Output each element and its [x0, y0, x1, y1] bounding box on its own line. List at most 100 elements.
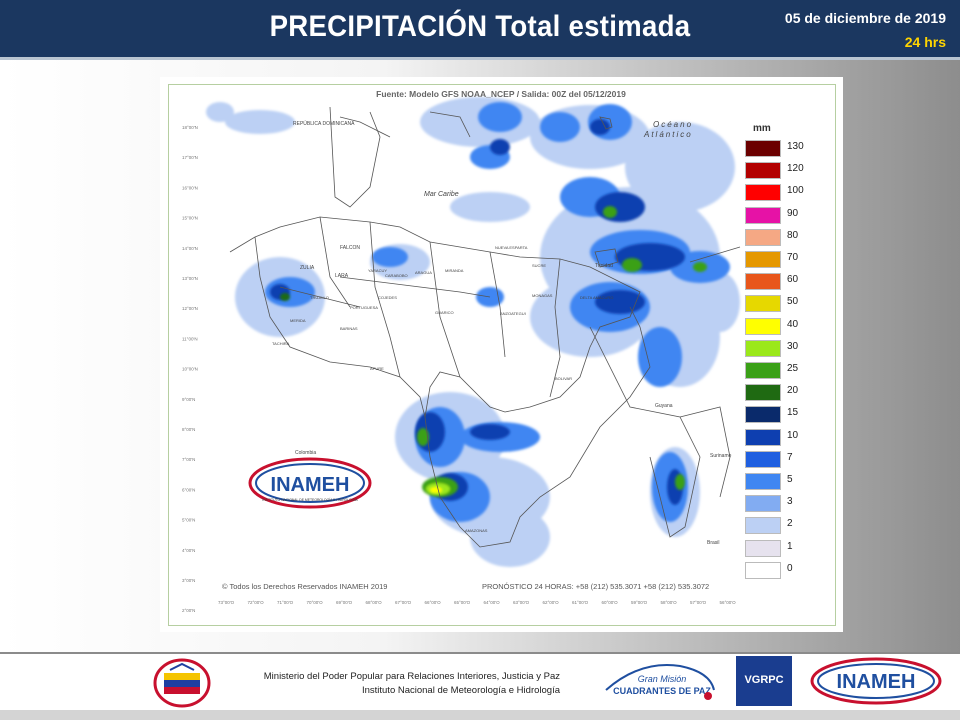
- legend-swatch: [745, 539, 781, 557]
- legend-label: 20: [787, 385, 799, 397]
- label-brasil: Brasil: [707, 540, 720, 546]
- lat-tick-label: 17°00'N: [182, 155, 198, 160]
- footer: Ministerio del Poder Popular para Relaci…: [0, 654, 960, 710]
- legend-item: 3: [743, 492, 833, 514]
- legend-item: 25: [743, 359, 833, 381]
- label-yaracuy: YARACUY: [368, 268, 387, 273]
- legend-label: 10: [787, 429, 799, 441]
- legend-item: 100: [743, 181, 833, 203]
- legend-swatch: [745, 428, 781, 446]
- legend-label: 130: [787, 141, 804, 152]
- lat-ticks: 18°00'N 17°00'N 16°00'N 15°00'N 14°00'N 13°00…: [182, 125, 198, 613]
- label-zulia: ZULIA: [300, 265, 315, 271]
- lat-tick-label: 3°00'N: [182, 578, 195, 583]
- legend-unit: mm: [753, 123, 771, 134]
- legend-swatch: [745, 450, 781, 468]
- lat-tick-label: 16°00'N: [182, 185, 198, 190]
- lon-tick-label: 72°00'O: [248, 600, 265, 605]
- label-nueva-esparta: NUEVA ESPARTA: [495, 245, 528, 250]
- legend-label: 25: [787, 363, 799, 374]
- label-dominicana: REPÚBLICA DOMINICANA: [293, 120, 355, 127]
- label-tachira: TACHIRA: [272, 341, 290, 346]
- label-trujillo: TRUJILLO: [310, 295, 329, 300]
- legend-item: 20: [743, 381, 833, 403]
- label-anzoategui: ANZOATEGUI: [500, 311, 526, 316]
- legend-swatch: [745, 317, 781, 335]
- footer-line: [0, 652, 960, 654]
- legend-swatch: [745, 495, 781, 513]
- lat-tick-label: 9°00'N: [182, 397, 195, 402]
- map-source: Fuente: Modelo GFS NOAA_NCEP / Salida: 0…: [376, 89, 626, 99]
- legend-swatch: [745, 473, 781, 490]
- lat-tick-label: 2°00'N: [182, 608, 195, 613]
- label-miranda: MIRANDA: [445, 268, 464, 273]
- lat-tick-label: 14°00'N: [182, 246, 198, 251]
- legend-item: 130: [743, 137, 833, 159]
- inameh-logo-footer: INAMEH: [810, 657, 942, 705]
- vgrpc-text: VGRPC: [744, 674, 784, 686]
- label-mar-caribe: Mar Caribe: [424, 191, 459, 198]
- lon-tick-label: 56°00'O: [720, 600, 737, 605]
- lat-tick-label: 8°00'N: [182, 427, 195, 432]
- label-atlantico: Atlántico: [643, 130, 693, 139]
- legend-label: 120: [787, 163, 804, 175]
- legend-label: 30: [787, 340, 799, 352]
- lon-ticks: 73°00'O 72°00'O 71°00'O 70°00'O 69°00'O 68°00…: [218, 600, 736, 605]
- label-suriname: Suriname: [710, 453, 732, 459]
- lon-tick-label: 66°00'O: [425, 600, 442, 605]
- legend-item: 40: [743, 315, 833, 337]
- legend-item: 5: [743, 470, 833, 492]
- label-delta: DELTA AMACURO: [580, 295, 613, 300]
- lat-tick-label: 5°00'N: [182, 518, 195, 523]
- legend-label: 0: [787, 562, 793, 574]
- rain-layer-heavy: [280, 206, 707, 497]
- precipitation-map: REPÚBLICA DOMINICANA Mar Caribe Océano A…: [182, 89, 741, 613]
- label-merida: MERIDA: [290, 318, 306, 323]
- legend-swatch: [745, 561, 781, 579]
- legend-label: 90: [787, 207, 799, 219]
- legend-swatch: [745, 206, 781, 224]
- forecast-period: 24 hrs: [904, 34, 946, 50]
- legend-item: 70: [743, 248, 833, 270]
- legend-label: 7: [787, 451, 793, 463]
- lat-tick-label: 18°00'N: [182, 125, 198, 130]
- legend-swatch: [745, 517, 781, 535]
- vgrpc-logo: VGRPC: [736, 656, 792, 706]
- legend-swatch: [745, 251, 781, 268]
- copyright-text: © Todos los Derechos Reservados INAMEH 2…: [222, 582, 387, 591]
- inameh-logo-text: INAMEH: [271, 474, 350, 496]
- cuadrantes-line-2: CUADRANTES DE PAZ: [613, 686, 711, 696]
- lon-tick-label: 60°00'O: [602, 600, 619, 605]
- legend-item: 7: [743, 448, 833, 470]
- legend-label: 2: [787, 518, 793, 530]
- lon-tick-label: 61°00'O: [572, 600, 589, 605]
- legend-swatch: [745, 295, 781, 313]
- legend-label: 3: [787, 496, 793, 508]
- label-monagas: MONAGAS: [532, 293, 553, 298]
- lon-tick-label: 71°00'O: [277, 600, 294, 605]
- label-colombia: Colombia: [295, 450, 316, 456]
- legend-item: 0: [743, 559, 833, 581]
- legend-item: 10: [743, 426, 833, 448]
- forecast-contact: PRONÓSTICO 24 HORAS: +58 (212) 535.3071 …: [482, 582, 709, 591]
- legend-swatch: [745, 273, 781, 291]
- lon-tick-label: 65°00'O: [454, 600, 471, 605]
- label-amazonas: AMAZONAS: [465, 528, 488, 533]
- legend-item: 2: [743, 514, 833, 536]
- lat-tick-label: 15°00'N: [182, 216, 198, 221]
- legend-item: 80: [743, 226, 833, 248]
- cuadrantes-de-paz-logo: Gran Misión CUADRANTES DE PAZ: [605, 664, 715, 700]
- legend-item: 60: [743, 270, 833, 292]
- lat-tick-label: 6°00'N: [182, 487, 195, 492]
- label-portuguesa: PORTUGUESA: [350, 305, 378, 310]
- legend-item: 90: [743, 204, 833, 226]
- lon-tick-label: 73°00'O: [218, 600, 235, 605]
- legend-item: 120: [743, 159, 833, 181]
- ministry-text: Ministerio del Poder Popular para Relaci…: [230, 670, 560, 698]
- label-apure: APURE: [370, 366, 384, 371]
- legend-swatch: [745, 140, 781, 157]
- legend-item: 50: [743, 292, 833, 314]
- legend-label: 80: [787, 229, 799, 241]
- label-barinas: BARINAS: [340, 326, 358, 331]
- islands: [594, 116, 741, 268]
